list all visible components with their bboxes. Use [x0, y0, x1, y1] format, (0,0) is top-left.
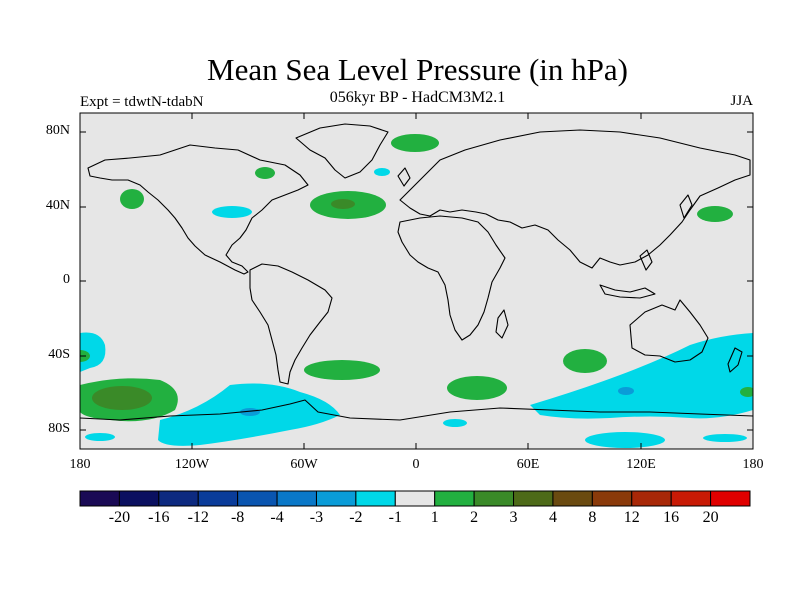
anomaly-iceland [374, 168, 390, 176]
coast-japan [679, 194, 693, 219]
colorbar-label: 8 [588, 509, 597, 526]
colorbar-label: -4 [270, 509, 284, 526]
lat-tick-marks [80, 131, 753, 431]
coast-philippines [639, 249, 653, 271]
anomaly-east-dateline [740, 387, 753, 397]
colorbar-swatch [158, 490, 199, 507]
lon-label-60w: 60W [290, 457, 318, 472]
colorbar [79, 490, 751, 507]
lon-label-120w: 120W [174, 457, 210, 472]
coast-indonesia [599, 284, 656, 299]
map-subtitle: 056kyr BP - HadCM3M2.1 [329, 89, 506, 106]
coast-north-america [87, 144, 309, 275]
colorbar-label: -2 [349, 509, 363, 526]
colorbar-swatch [355, 490, 396, 507]
anomaly-fills [80, 134, 753, 448]
colorbar-label: 12 [623, 509, 640, 526]
coastlines [80, 123, 753, 421]
colorbar-swatch [710, 490, 751, 507]
anomaly-antarctic-west [85, 433, 115, 441]
coast-uk [397, 167, 411, 187]
colorbar-swatch [394, 490, 436, 507]
anomaly-southern-ocean-indian-core [618, 387, 634, 395]
colorbar-swatch [197, 490, 239, 507]
coast-australia [629, 299, 709, 363]
colorbar-label: -8 [230, 509, 245, 526]
anomaly-southwest-pacific [80, 332, 106, 372]
colorbar-swatch [237, 490, 278, 507]
anomaly-antarctic-east [703, 434, 747, 442]
lat-label-40n: 40N [45, 198, 70, 213]
colorbar-label: 2 [470, 509, 479, 526]
anomaly-antarctic-atlantic [443, 419, 467, 427]
map-title: Mean Sea Level Pressure (in hPa) [207, 52, 628, 87]
coast-new-zealand [727, 347, 743, 373]
anomaly-azores-core [331, 199, 355, 209]
colorbar-label: -12 [187, 509, 209, 526]
lat-label-80s: 80S [48, 421, 70, 436]
lon-label-120e: 120E [626, 457, 656, 472]
colorbar-swatch [473, 490, 515, 507]
colorbar-swatch [513, 490, 554, 507]
coast-greenland [295, 123, 389, 179]
colorbar-swatch [434, 490, 475, 507]
experiment-label: Expt = tdwtN-tdabN [80, 94, 204, 110]
anomaly-north-pacific [120, 189, 144, 209]
anomaly-south-pacific-core [92, 386, 152, 410]
lat-label-40s: 40S [48, 347, 70, 362]
colorbar-swatch [118, 490, 160, 507]
lat-label-80n: 80N [45, 123, 70, 138]
lat-label-0: 0 [63, 272, 70, 287]
anomaly-west-pacific [697, 206, 733, 222]
colorbar-label: -1 [388, 509, 402, 526]
colorbar-swatch [591, 490, 633, 507]
colorbar-label: 3 [509, 509, 518, 526]
season-label: JJA [730, 93, 753, 109]
colorbar-swatch [315, 490, 357, 507]
colorbar-label: 20 [702, 509, 719, 526]
anomaly-indian-ocean-west [563, 349, 607, 373]
coast-africa [397, 215, 506, 341]
coast-antarctica [80, 399, 753, 421]
coast-south-america [249, 263, 333, 385]
colorbar-swatch [552, 490, 593, 507]
anomaly-south-atlantic [304, 360, 380, 380]
anomaly-antarctic-coast [585, 432, 665, 448]
lon-label-0: 0 [412, 457, 420, 472]
lon-label-180w: 180 [69, 457, 91, 472]
anomaly-southern-ocean-pacific-core [240, 408, 260, 416]
anomaly-hudson [255, 167, 275, 179]
lon-label-180e: 180 [742, 457, 764, 472]
lon-tick-marks [79, 113, 754, 449]
colorbar-label: 4 [548, 509, 557, 526]
colorbar-label: -3 [309, 509, 324, 526]
anomaly-southern-ocean-indian [530, 333, 753, 419]
colorbar-label: 1 [430, 509, 439, 526]
colorbar-label: -16 [148, 509, 170, 526]
colorbar-swatch [670, 490, 712, 507]
colorbar-label: -20 [108, 509, 131, 526]
anomaly-us-east [212, 206, 252, 218]
anomaly-north-atlantic-high [391, 134, 439, 152]
colorbar-swatch [79, 490, 120, 507]
colorbar-label: 16 [663, 509, 680, 526]
colorbar-swatch [276, 490, 317, 507]
colorbar-swatch [631, 490, 672, 507]
lon-label-60e: 60E [516, 457, 540, 472]
coast-madagascar [495, 309, 509, 339]
anomaly-south-africa [447, 376, 507, 400]
